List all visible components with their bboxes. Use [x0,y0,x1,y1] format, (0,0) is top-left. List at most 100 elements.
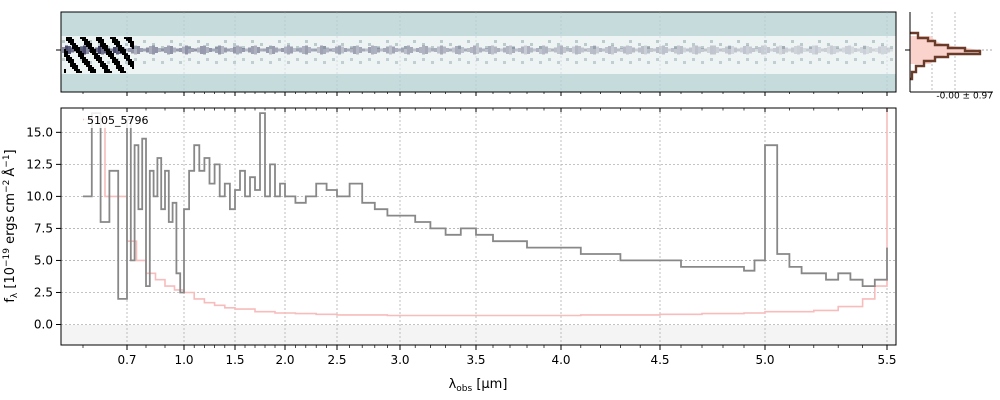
edge-noise-pixel [132,61,134,63]
edge-noise-pixel [84,41,86,43]
trace-column [743,46,746,54]
edge-noise-pixel [100,65,102,67]
noise-pixel [809,46,812,49]
edge-noise-pixel [104,67,106,69]
trace-column [455,46,458,54]
trace-column [548,48,551,52]
trace-column [758,47,761,53]
trace-column [257,47,260,53]
trace-column [566,48,569,52]
noise-pixel [548,58,551,61]
spectrum-2d-panel [56,11,897,96]
trace-column [629,46,632,54]
trace-column [737,48,740,52]
edge-noise-pixel [98,57,100,59]
trace-column [530,47,533,53]
trace-column [695,45,698,55]
trace-column [635,48,638,52]
noise-pixel [251,40,254,43]
edge-noise-pixel [108,53,110,55]
trace-column [755,48,758,52]
edge-noise-pixel [88,61,90,63]
trace-column [659,46,662,54]
trace-column [740,47,743,53]
trace-column [611,45,614,55]
edge-noise-pixel [116,61,118,63]
trace-column [404,46,407,54]
trace-column [887,47,890,53]
trace-column [248,47,251,53]
noise-pixel [692,58,695,61]
trace-column [65,45,68,55]
edge-noise-pixel [98,59,100,61]
trace-column [440,45,443,55]
edge-noise-pixel [124,57,126,59]
edge-noise-pixel [90,47,92,49]
edge-noise-pixel [106,47,108,49]
edge-noise-pixel [124,49,126,51]
trace-column [317,47,320,53]
noise-pixel [755,61,758,64]
trace-column [293,48,296,52]
noise-pixel [845,40,848,43]
noise-pixel [872,58,875,61]
edge-noise-pixel [82,55,84,57]
edge-noise-pixel [118,61,120,63]
edge-noise-pixel [76,69,78,71]
spectrum-2d-trace [62,37,893,73]
edge-noise-pixel [72,39,74,41]
edge-noise-pixel [110,55,112,57]
trace-column [134,45,137,55]
noise-pixel [683,61,686,64]
trace-column [869,47,872,53]
edge-noise-pixel [70,61,72,63]
edge-noise-pixel [130,45,132,47]
trace-column [215,47,218,53]
edge-noise-pixel [120,47,122,49]
trace-column [221,46,224,54]
edge-noise-pixel [80,57,82,59]
edge-noise-pixel [92,69,94,71]
edge-noise-pixel [84,61,86,63]
edge-noise-pixel [102,63,104,65]
trace-column [173,47,176,53]
trace-column [113,47,116,53]
trace-column [356,45,359,55]
noise-pixel [530,58,533,61]
noise-pixel [413,40,416,43]
edge-noise-pixel [128,37,130,39]
trace-column [230,48,233,52]
trace-column [671,48,674,52]
noise-pixel [755,46,758,49]
noise-pixel [62,40,65,43]
trace-column [626,45,629,55]
edge-noise-pixel [124,51,126,53]
noise-pixel [314,58,317,61]
edge-noise-pixel [120,51,122,53]
trace-column [821,48,824,52]
edge-noise-pixel [88,43,90,45]
noise-pixel [701,61,704,64]
trace-column [419,47,422,53]
noise-pixel [845,61,848,64]
edge-noise-pixel [80,71,82,73]
noise-pixel [737,40,740,43]
trace-column [224,47,227,53]
edge-noise-pixel [130,41,132,43]
trace-column [371,45,374,55]
noise-pixel [719,43,722,46]
edge-noise-pixel [112,39,114,41]
edge-noise-pixel [118,65,120,67]
edge-noise-pixel [90,43,92,45]
noise-pixel [512,46,515,49]
histogram-annotation: -0.00 ± 0.97 [936,92,993,102]
edge-noise-pixel [104,65,106,67]
trace-column [599,48,602,52]
noise-pixel [683,40,686,43]
noise-pixel [836,46,839,49]
trace-column [734,47,737,53]
edge-noise-pixel [80,55,82,57]
noise-pixel [854,43,857,46]
edge-noise-pixel [76,65,78,67]
